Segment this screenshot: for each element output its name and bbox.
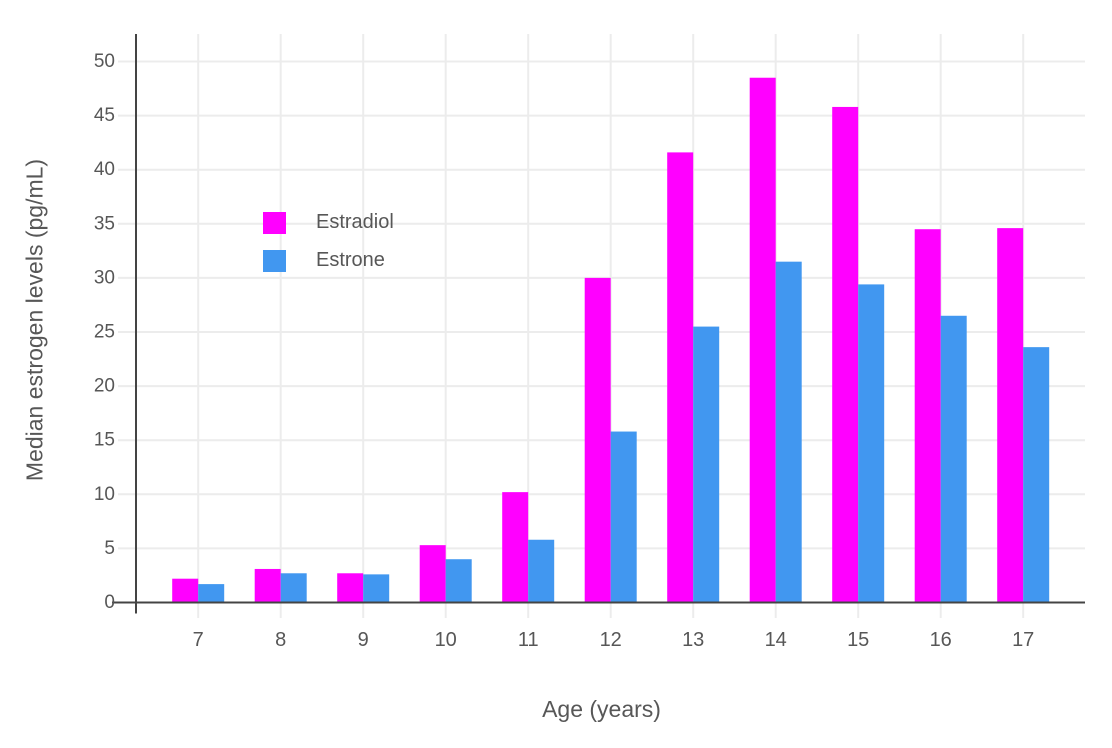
y-tick-label: 30 bbox=[94, 267, 115, 288]
bar-estradiol-age-8[interactable] bbox=[254, 568, 281, 603]
y-tick-label: 45 bbox=[94, 105, 115, 126]
x-tick-label: 8 bbox=[275, 629, 286, 651]
bar-estradiol-age-15[interactable] bbox=[832, 106, 859, 603]
bar-estradiol-age-11[interactable] bbox=[502, 492, 529, 603]
bar-estradiol-age-10[interactable] bbox=[419, 545, 446, 603]
bar-estrone-age-15[interactable] bbox=[858, 284, 885, 603]
bar-estrone-age-12[interactable] bbox=[610, 431, 637, 603]
bar-estrone-age-9[interactable] bbox=[363, 574, 390, 603]
bar-estradiol-age-14[interactable] bbox=[749, 77, 776, 603]
bar-estrone-age-8[interactable] bbox=[280, 573, 307, 603]
bar-estrone-age-14[interactable] bbox=[775, 261, 802, 603]
y-tick-label: 20 bbox=[94, 376, 115, 397]
x-tick-label: 10 bbox=[435, 629, 457, 651]
x-tick-label: 12 bbox=[600, 629, 622, 651]
bar-estradiol-age-12[interactable] bbox=[584, 277, 611, 603]
bar-estrone-age-17[interactable] bbox=[1023, 347, 1050, 603]
y-tick-label: 0 bbox=[104, 592, 115, 613]
y-tick-label: 50 bbox=[94, 51, 115, 72]
bar-estrone-age-13[interactable] bbox=[693, 326, 720, 603]
bar-estrone-age-11[interactable] bbox=[528, 539, 555, 603]
bar-estrone-age-10[interactable] bbox=[445, 559, 472, 603]
y-axis-title: Median estrogen levels (pg/mL) bbox=[21, 158, 48, 482]
x-tick-label: 9 bbox=[358, 629, 369, 651]
estrone-swatch-icon bbox=[263, 249, 286, 272]
x-tick-label: 7 bbox=[193, 629, 204, 651]
estradiol-swatch-icon bbox=[263, 211, 286, 234]
y-tick-label: 5 bbox=[104, 538, 115, 559]
x-axis-title: Age (years) bbox=[542, 696, 661, 722]
x-tick-label: 11 bbox=[518, 629, 539, 651]
legend-label-estrone: Estrone bbox=[316, 249, 385, 271]
bar-estradiol-age-9[interactable] bbox=[337, 573, 364, 603]
bar-estradiol-age-16[interactable] bbox=[914, 229, 941, 603]
legend-item-estradiol[interactable]: Estradiol bbox=[263, 211, 394, 234]
bar-estradiol-age-17[interactable] bbox=[997, 228, 1024, 603]
bar-estrone-age-7[interactable] bbox=[198, 584, 225, 603]
bar-estradiol-age-7[interactable] bbox=[172, 578, 199, 603]
y-tick-label: 35 bbox=[94, 213, 115, 234]
x-tick-label: 13 bbox=[682, 629, 704, 651]
x-tick-label: 15 bbox=[847, 629, 869, 651]
bar-estradiol-age-13[interactable] bbox=[667, 152, 694, 603]
y-tick-label: 25 bbox=[94, 322, 115, 343]
x-tick-label: 14 bbox=[765, 629, 787, 651]
legend-item-estrone[interactable]: Estrone bbox=[263, 249, 394, 272]
x-tick-label: 16 bbox=[930, 629, 952, 651]
legend: Estradiol Estrone bbox=[263, 211, 394, 272]
legend-label-estradiol: Estradiol bbox=[316, 211, 394, 233]
y-tick-label: 40 bbox=[94, 159, 115, 180]
bar-estrone-age-16[interactable] bbox=[940, 315, 967, 603]
x-tick-label: 17 bbox=[1012, 629, 1034, 651]
y-tick-label: 15 bbox=[94, 430, 115, 451]
y-tick-label: 10 bbox=[94, 484, 115, 505]
